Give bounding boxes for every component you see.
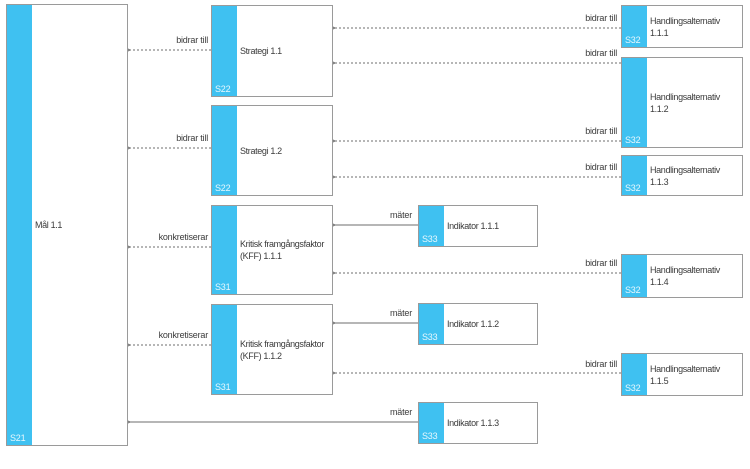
node-color-stripe: S22 <box>212 106 237 195</box>
node-title: Indikator 1.1.1 <box>447 221 499 231</box>
node-strategi-1-1[interactable]: S22 Strategi 1.1 <box>211 5 333 97</box>
node-mal-1-1[interactable]: S21 Mål 1.1 <box>6 4 128 446</box>
node-tag: S32 <box>625 135 641 145</box>
node-indikator-1-1-3[interactable]: S33 Indikator 1.1.3 <box>418 402 538 444</box>
node-tag: S32 <box>625 183 641 193</box>
node-title: Indikator 1.1.2 <box>447 319 499 329</box>
node-tag: S32 <box>625 35 641 45</box>
node-color-stripe: S31 <box>212 206 237 294</box>
node-color-stripe: S33 <box>419 304 444 344</box>
node-title: Handlingsalternativ 1.1.5 <box>650 363 720 386</box>
node-indikator-1-1-1[interactable]: S33 Indikator 1.1.1 <box>418 205 538 247</box>
edge-label-konkretiserar: konkretiserar <box>158 330 209 340</box>
node-kff-1-1-1[interactable]: S31 Kritisk framgångsfaktor (KFF) 1.1.1 <box>211 205 333 295</box>
node-color-stripe: S33 <box>419 403 444 443</box>
node-tag: S33 <box>422 332 438 342</box>
node-kff-1-1-2[interactable]: S31 Kritisk framgångsfaktor (KFF) 1.1.2 <box>211 304 333 395</box>
node-color-stripe: S32 <box>622 58 647 147</box>
node-color-stripe: S31 <box>212 305 237 394</box>
edge-label-mater: mäter <box>389 210 412 220</box>
edge-label-bidrar-till: bidrar till <box>585 162 617 172</box>
edge-label-konkretiserar: konkretiserar <box>158 232 209 242</box>
node-color-stripe: S32 <box>622 255 647 297</box>
node-title: Indikator 1.1.3 <box>447 418 499 428</box>
node-tag: S22 <box>215 183 231 193</box>
node-color-stripe: S32 <box>622 156 647 195</box>
node-title: Strategi 1.1 <box>240 46 282 56</box>
edge-label-bidrar-till: bidrar till <box>585 48 617 58</box>
node-title: Kritisk framgångsfaktor (KFF) 1.1.2 <box>240 338 324 361</box>
edge-label-bidrar-till: bidrar till <box>176 35 208 45</box>
node-indikator-1-1-2[interactable]: S33 Indikator 1.1.2 <box>418 303 538 345</box>
edge-label-mater: mäter <box>389 407 412 417</box>
node-handlingsalternativ-1-1-3[interactable]: S32 Handlingsalternativ 1.1.3 <box>621 155 743 196</box>
node-tag: S33 <box>422 431 438 441</box>
node-tag: S22 <box>215 84 231 94</box>
node-color-stripe: S32 <box>622 354 647 395</box>
node-title: Handlingsalternativ 1.1.2 <box>650 91 720 114</box>
node-handlingsalternativ-1-1-1[interactable]: S32 Handlingsalternativ 1.1.1 <box>621 5 743 48</box>
node-title: Handlingsalternativ 1.1.3 <box>650 164 720 187</box>
node-color-stripe: S22 <box>212 6 237 96</box>
node-title: Kritisk framgångsfaktor (KFF) 1.1.1 <box>240 239 324 261</box>
node-title: Mål 1.1 <box>35 220 63 230</box>
node-handlingsalternativ-1-1-5[interactable]: S32 Handlingsalternativ 1.1.5 <box>621 353 743 396</box>
node-title: Handlingsalternativ 1.1.4 <box>650 265 720 287</box>
node-color-stripe: S21 <box>7 5 32 445</box>
edge-label-bidrar-till: bidrar till <box>176 133 208 143</box>
edge-label-bidrar-till: bidrar till <box>585 359 617 369</box>
node-tag: S31 <box>215 382 231 392</box>
node-strategi-1-2[interactable]: S22 Strategi 1.2 <box>211 105 333 196</box>
node-handlingsalternativ-1-1-2[interactable]: S32 Handlingsalternativ 1.1.2 <box>621 57 743 148</box>
edge-label-bidrar-till: bidrar till <box>585 13 617 23</box>
node-title: Strategi 1.2 <box>240 145 282 156</box>
node-tag: S32 <box>625 285 641 295</box>
node-tag: S21 <box>10 433 26 443</box>
node-color-stripe: S33 <box>419 206 444 246</box>
node-tag: S31 <box>215 282 231 292</box>
node-title: Handlingsalternativ 1.1.1 <box>650 15 720 38</box>
node-color-stripe: S32 <box>622 6 647 47</box>
edge-label-bidrar-till: bidrar till <box>585 126 617 136</box>
edge-label-mater: mäter <box>389 308 412 318</box>
node-handlingsalternativ-1-1-4[interactable]: S32 Handlingsalternativ 1.1.4 <box>621 254 743 298</box>
node-tag: S33 <box>422 234 438 244</box>
edge-label-bidrar-till: bidrar till <box>585 258 617 268</box>
node-tag: S32 <box>625 383 641 393</box>
